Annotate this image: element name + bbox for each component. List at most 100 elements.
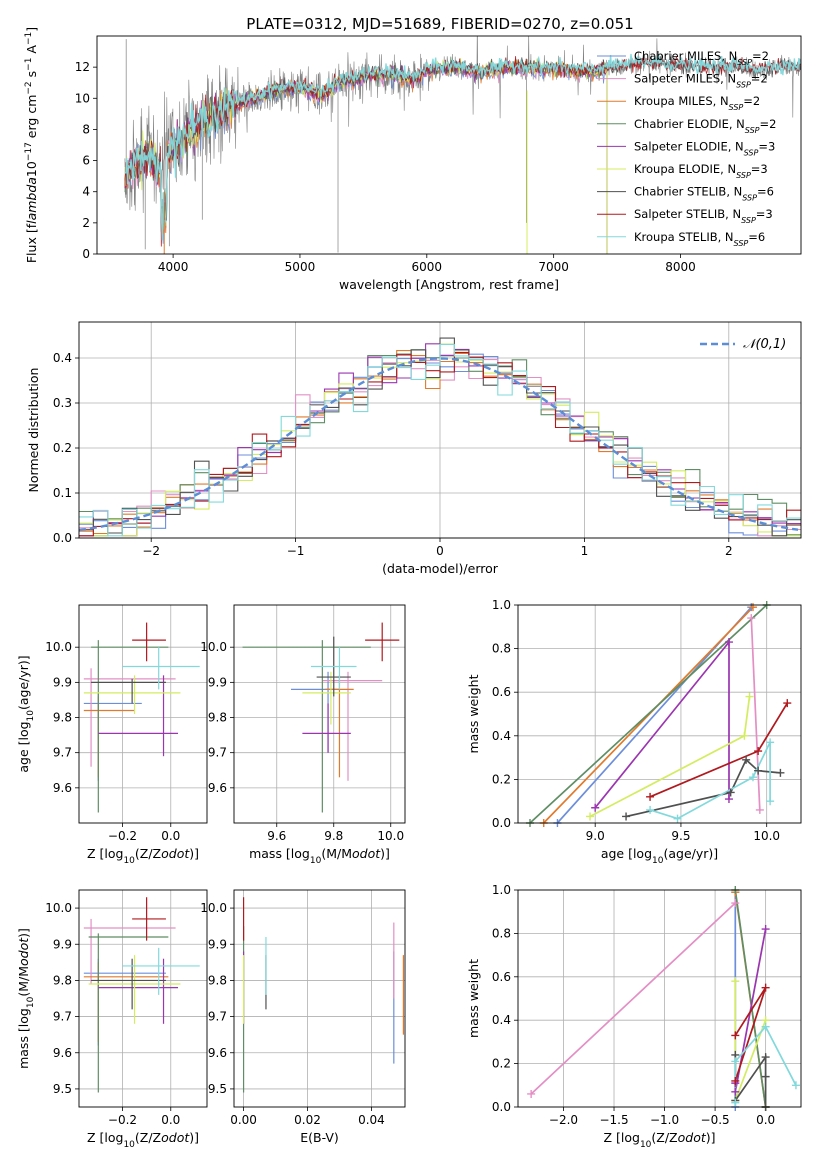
model-spectrum xyxy=(124,60,607,244)
axes-frame xyxy=(233,889,406,1108)
weight-marker xyxy=(731,1057,740,1066)
label-fragment: ] xyxy=(24,27,39,32)
y-tick-label: 0.0 xyxy=(53,531,72,545)
model-spectrum xyxy=(124,60,607,234)
label-fragment: (Z/Z xyxy=(135,1130,161,1145)
x-tick-label: 9.5 xyxy=(671,829,690,843)
label-fragment: odot xyxy=(678,1130,707,1145)
panel-age-vs-Z: −0.2 0.09.69.79.89.910.0Z [log10(Z/Zodot)… xyxy=(16,604,208,866)
legend-nssp: =3 xyxy=(758,139,775,153)
axes-frame xyxy=(517,604,802,824)
x-tick-label: −1.5 xyxy=(599,1113,628,1127)
legend-nssp: =3 xyxy=(756,207,773,221)
legend-label: Kroupa MILES, NSSP=2 xyxy=(634,94,760,112)
plot-area xyxy=(79,337,801,537)
weight-marker xyxy=(731,1087,740,1096)
plot-area xyxy=(83,622,200,813)
weight-line xyxy=(529,605,768,823)
panel-residuals: −2 −1 0 1 2 0.0 0.1 0.2 0.3 0.4 (data-model)/error… xyxy=(26,321,802,576)
label-fragment: s xyxy=(24,71,39,82)
y-tick-label: 0.6 xyxy=(492,685,511,699)
x-tick-label: 8000 xyxy=(665,260,696,274)
y-tick-label: 9.7 xyxy=(53,1010,72,1024)
label-fragment: lambda xyxy=(24,177,39,224)
label-fragment: age [log xyxy=(601,846,652,861)
x-tick-label: −1.0 xyxy=(650,1113,679,1127)
y-axis-label: Flux [flambda10−17 erg cm−2 s−1 A−1] xyxy=(24,27,39,263)
label-fragment: Z [log xyxy=(87,1130,123,1145)
plot-area xyxy=(124,36,801,254)
y-tick-label: 1.0 xyxy=(492,598,511,612)
y-axis-label: mass [log10(M/Modot)] xyxy=(16,928,36,1069)
x-tick-label: 9.6 xyxy=(267,829,286,843)
y-tick-label: 10.0 xyxy=(45,901,72,915)
x-axis-label: mass [log10(M/Modot)] xyxy=(249,846,390,866)
legend-subscript: SSP xyxy=(744,148,759,157)
y-tick-label: 9.7 xyxy=(208,1010,227,1024)
plot-area xyxy=(530,890,797,1107)
label-fragment: −1 xyxy=(24,58,34,71)
weight-line xyxy=(530,902,736,1095)
weight-marker xyxy=(747,614,756,623)
weight-marker xyxy=(748,603,757,612)
label-fragment: mass [log xyxy=(16,1008,31,1069)
x-tick-label: −2.0 xyxy=(549,1113,578,1127)
weight-marker xyxy=(776,768,785,777)
label-fragment: (Z/Z xyxy=(651,1130,677,1145)
label-fragment: )] xyxy=(189,846,199,861)
y-tick-label: 9.8 xyxy=(53,711,72,725)
label-fragment: odot xyxy=(16,937,31,966)
legend-label: Kroupa ELODIE, NSSP=3 xyxy=(634,162,768,180)
x-axis-label: Z [log10(Z/Zodot)] xyxy=(87,1130,199,1150)
y-tick-label: 12 xyxy=(75,60,90,74)
label-fragment: mass weight xyxy=(466,674,481,753)
weight-line xyxy=(750,618,761,810)
weight-marker xyxy=(731,1098,740,1107)
x-tick-label: 10.0 xyxy=(377,829,404,843)
x-tick-label: 7000 xyxy=(538,260,569,274)
label-fragment: 10 xyxy=(26,710,36,722)
legend-model-name: Salpeter MILES, N xyxy=(634,72,736,86)
weight-marker xyxy=(646,805,655,814)
axes-frame xyxy=(517,889,802,1108)
model-spectrum xyxy=(124,53,801,241)
legend-model-name: Kroupa STELIB, N xyxy=(634,230,734,244)
x-tick-label: 9.8 xyxy=(324,829,343,843)
label-fragment: (data-model)/error xyxy=(382,561,499,576)
figure-title: PLATE=0312, MJD=51689, FIBERID=0270, z=0… xyxy=(246,15,633,33)
weight-marker xyxy=(754,747,763,756)
weight-marker xyxy=(755,805,764,814)
label-fragment: 10 xyxy=(123,1140,135,1150)
y-axis-label: age [log10(age/yr)] xyxy=(16,655,36,772)
label-fragment: 10 xyxy=(123,856,135,866)
x-tick-label: 0.00 xyxy=(230,1113,257,1127)
plot-area xyxy=(83,897,200,1093)
weight-marker xyxy=(761,1022,770,1031)
y-tick-label: 9.8 xyxy=(208,711,227,725)
y-tick-label: 9.6 xyxy=(208,781,227,795)
y-axis-label: Normed distribution xyxy=(26,368,41,493)
axes-frame xyxy=(78,889,208,1108)
label-fragment: −17 xyxy=(24,142,34,161)
weight-marker xyxy=(783,699,792,708)
plot-area xyxy=(242,622,400,813)
y-tick-label: 9.9 xyxy=(53,937,72,951)
label-fragment: wavelength [Angstrom, rest frame] xyxy=(339,277,559,292)
label-fragment: )] xyxy=(706,1130,716,1145)
legend-subscript: SSP xyxy=(741,216,756,225)
label-fragment: Z [log xyxy=(87,846,123,861)
weight-marker xyxy=(745,692,754,701)
x-axis-label: age [log10(age/yr)] xyxy=(601,846,718,866)
axes-frame xyxy=(233,604,406,824)
legend-label: Chabrier MILES, NSSP=2 xyxy=(634,49,769,67)
weight-marker xyxy=(761,1072,770,1081)
legend-label: Chabrier STELIB, NSSP=6 xyxy=(634,185,774,203)
panels-layer: 4000 5000 6000 7000 8000024681012wavelength … xyxy=(16,27,802,1150)
weight-line xyxy=(734,890,767,1107)
y-tick-label: 0.0 xyxy=(492,816,511,830)
panel-weight-vs-age: 9.0 9.5 10.0 0.0 0.2 0.4 0.6 0.8 1.0 age [log10(a… xyxy=(466,598,802,866)
weight-marker xyxy=(527,1089,536,1098)
x-tick-label: −0.2 xyxy=(108,1113,137,1127)
legend-nssp: =3 xyxy=(751,162,768,176)
legend-label: 𝒩(0,1) xyxy=(743,337,786,352)
